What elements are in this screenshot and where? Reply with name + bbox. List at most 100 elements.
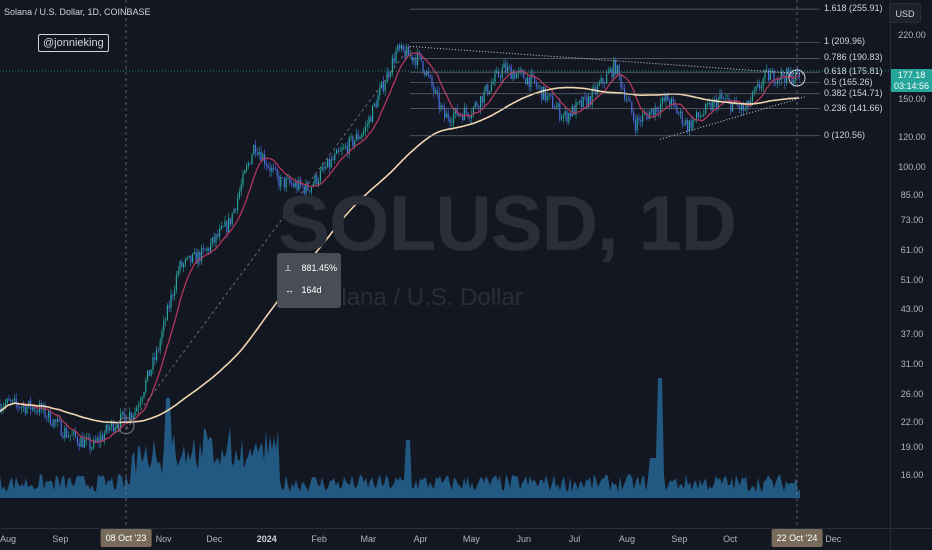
candle-body <box>798 73 800 79</box>
watermark-name: Solana / U.S. Dollar <box>312 284 523 311</box>
candle-body <box>319 170 321 181</box>
candle-body <box>190 255 192 263</box>
candle-body <box>557 103 559 107</box>
candle-body <box>661 97 663 104</box>
candle-body <box>625 99 627 101</box>
candle-body <box>58 419 60 421</box>
price-axis-label: 51.00 <box>900 275 924 286</box>
candle-body <box>337 150 339 152</box>
candle-body <box>440 105 442 109</box>
candle-body <box>325 167 327 169</box>
candle-body <box>568 113 570 122</box>
candle-body <box>643 113 645 115</box>
candle-body <box>100 435 102 443</box>
candle-body <box>46 416 48 418</box>
candle-body <box>251 154 253 165</box>
candle-body <box>633 112 635 121</box>
candle-body <box>249 163 251 165</box>
candle-body <box>129 412 131 422</box>
candle-body <box>795 70 797 80</box>
candle-body <box>17 403 19 408</box>
candle-body <box>697 112 699 117</box>
candle-body <box>28 400 30 407</box>
candle-body <box>282 177 284 178</box>
price-axis-label: 43.00 <box>900 304 924 315</box>
candle-body <box>93 439 95 448</box>
candle-body <box>573 106 575 115</box>
candle-body <box>665 94 667 102</box>
candle-body <box>436 90 438 93</box>
candle-body <box>435 90 437 93</box>
candle-body <box>494 73 496 82</box>
candle-body <box>561 117 563 119</box>
candle-body <box>501 67 503 78</box>
candle-body <box>24 405 26 414</box>
current-price-badge: 177.18 03:14:56 <box>891 69 932 92</box>
candle-body <box>474 102 476 108</box>
candle-body <box>91 447 93 450</box>
candle-body <box>397 45 399 52</box>
candle-body <box>640 119 642 122</box>
candle-body <box>336 150 338 154</box>
candle-body <box>130 412 132 419</box>
candle-body <box>265 164 267 166</box>
candle-body <box>627 99 629 101</box>
date-axis[interactable] <box>0 528 932 550</box>
candle-body <box>253 145 255 155</box>
candle-body <box>206 247 208 251</box>
candle-body <box>687 120 689 132</box>
candle-body <box>757 83 759 87</box>
candle-body <box>733 100 735 104</box>
candle-body <box>571 106 573 117</box>
candle-body <box>364 126 366 131</box>
candle-body <box>679 111 681 114</box>
candle-body <box>208 247 210 252</box>
candle-body <box>53 419 55 427</box>
candle-body <box>94 439 96 442</box>
date-axis-label: Dec <box>825 534 842 544</box>
candle-body <box>343 147 345 149</box>
price-axis-label: 16.00 <box>900 470 924 481</box>
candle-body <box>298 179 300 190</box>
watermark-ticker: SOLUSD, 1D <box>278 179 737 267</box>
candle-body <box>726 98 728 100</box>
candle-body <box>346 146 348 154</box>
candle-body <box>778 78 780 81</box>
candle-body <box>453 113 455 123</box>
candle-body <box>766 69 768 71</box>
candle-body <box>685 120 687 125</box>
candle-body <box>737 104 739 107</box>
price-axis-label: 31.00 <box>900 359 924 370</box>
candle-body <box>773 70 775 84</box>
candle-body <box>481 96 483 103</box>
candle-body <box>390 72 392 77</box>
candle-body <box>582 96 584 107</box>
candle-body <box>37 410 39 413</box>
candle-body <box>593 87 595 90</box>
date-axis-label: Aug <box>0 534 17 544</box>
candle-body <box>116 426 118 428</box>
candle-body <box>649 111 651 119</box>
candle-body <box>584 96 586 98</box>
candle-body <box>732 103 734 112</box>
currency-button[interactable]: USD <box>889 3 921 23</box>
candle-body <box>136 407 138 412</box>
candle-body <box>96 437 98 442</box>
candle-body <box>67 436 69 438</box>
candle-body <box>546 95 548 101</box>
candle-body <box>420 53 422 62</box>
candle-body <box>638 117 640 120</box>
fib-level-label: 0.236 (141.66) <box>824 102 883 113</box>
drawing-overlays <box>0 0 890 528</box>
candle-body <box>404 50 406 59</box>
candle-body <box>793 79 795 84</box>
price-axis-label: 22.00 <box>900 416 924 427</box>
candle-body <box>769 73 771 81</box>
candle-body <box>314 175 316 184</box>
candle-body <box>368 117 370 125</box>
candle-body <box>330 159 332 168</box>
candle-body <box>174 290 176 296</box>
candle-body <box>406 46 408 59</box>
symbol-title[interactable]: Solana / U.S. Dollar, 1D, COINBASE <box>4 7 151 17</box>
